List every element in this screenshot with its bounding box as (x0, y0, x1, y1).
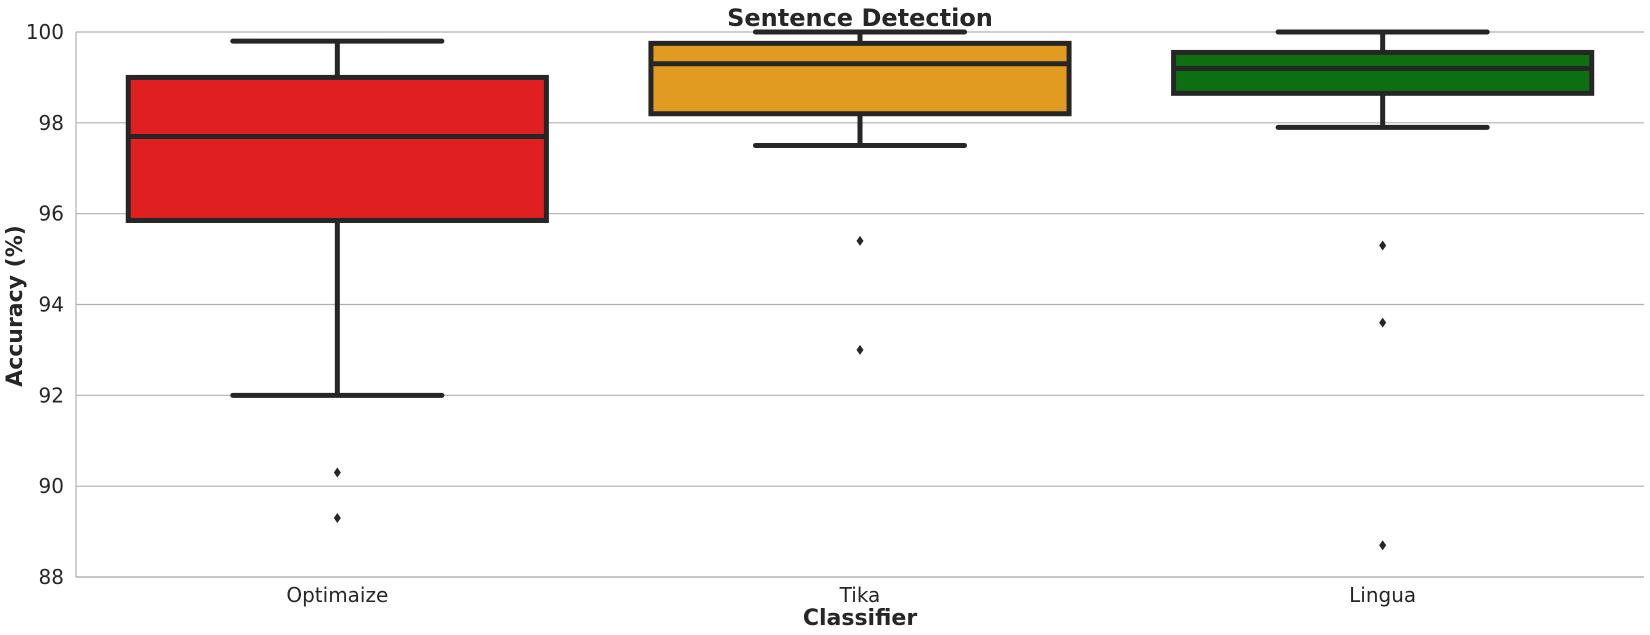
y-tick-label: 96 (39, 202, 64, 226)
outlier-point (856, 344, 864, 355)
box-lingua (1171, 29, 1595, 551)
x-tick-label: Lingua (1349, 583, 1416, 607)
axes (75, 32, 1644, 578)
y-tick-label: 92 (39, 383, 64, 407)
y-tick-label: 94 (39, 293, 64, 317)
box-tika (648, 29, 1072, 355)
box-optimaize (125, 38, 549, 523)
y-axis-title: Accuracy (%) (3, 225, 28, 387)
outlier-point (333, 512, 341, 523)
tick-labels: 88 90 92 94 96 98 100 Optimaize Tika Lingua (26, 20, 1416, 607)
y-tick-label: 100 (26, 20, 64, 44)
iqr-box (1171, 49, 1595, 96)
outlier-point (856, 235, 864, 246)
iqr-box (648, 40, 1072, 117)
outlier-point (1379, 240, 1387, 251)
y-tick-label: 98 (39, 111, 64, 135)
outlier-point (1379, 540, 1387, 551)
boxes (125, 29, 1595, 551)
x-tick-label: Optimaize (286, 583, 388, 607)
x-axis-title: Classifier (803, 606, 917, 631)
iqr-box (125, 74, 549, 223)
outlier-point (1379, 317, 1387, 328)
y-tick-label: 88 (39, 565, 64, 589)
y-tick-label: 90 (39, 474, 64, 498)
chart-title: Sentence Detection (727, 4, 993, 32)
x-tick-label: Tika (839, 583, 881, 607)
outlier-point (333, 467, 341, 478)
